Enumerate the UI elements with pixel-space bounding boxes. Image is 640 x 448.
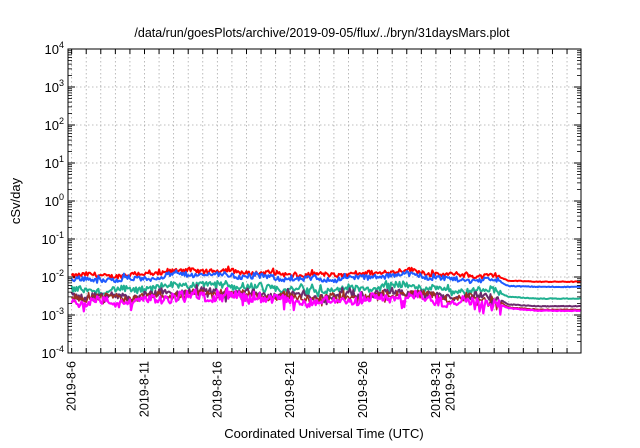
series-line (70, 269, 581, 289)
y-tick-label: 103 (45, 78, 64, 95)
y-tick-label: 101 (45, 154, 64, 171)
x-axis-label: Coordinated Universal Time (UTC) (224, 426, 423, 441)
x-tick-label: 2019-8-16 (210, 361, 224, 418)
y-tick-label: 10-2 (42, 268, 64, 285)
y-tick-label: 102 (45, 116, 64, 133)
x-tick-label: 2019-8-11 (137, 361, 151, 417)
y-tick-label: 10-3 (42, 306, 64, 323)
x-tick-label: 2019-8-31 (429, 361, 443, 418)
chart-title: /data/run/goesPlots/archive/2019-09-05/f… (134, 26, 510, 40)
y-axis: 10-4 10-3 10-2 10-1 100 101 102 103 104 (42, 40, 581, 361)
y-tick-label: 10-4 (42, 344, 64, 361)
y-tick-label: 10-1 (42, 230, 64, 247)
y-axis-label: cSv/day (8, 177, 23, 224)
y-tick-label: 100 (45, 192, 64, 209)
x-tick-label: 2019-9-1 (443, 361, 457, 411)
x-tick-label: 2019-8-6 (65, 361, 79, 411)
series-line (70, 280, 581, 300)
x-tick-label: 2019-8-21 (283, 361, 297, 418)
series-line (70, 265, 581, 284)
x-tick-label: 2019-8-26 (356, 361, 370, 418)
x-axis: 2019-8-6 2019-8-11 2019-8-16 2019-8-21 2019-… (65, 49, 568, 418)
data-series (70, 265, 581, 316)
series-line (70, 286, 581, 316)
y-tick-label: 104 (45, 40, 64, 57)
